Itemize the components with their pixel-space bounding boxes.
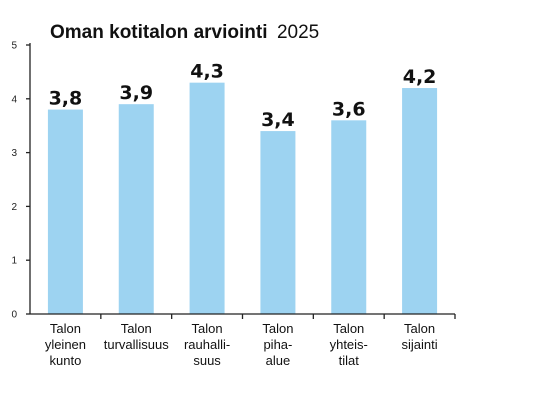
category-label: Talon yhteis-tilat <box>330 321 368 368</box>
category-label-line: Talon <box>50 321 81 336</box>
category-label-line: turvallisuus <box>104 337 170 352</box>
category-label-line: alue <box>266 353 291 368</box>
category-label: Talon rauhalli-suus <box>184 321 230 368</box>
bar <box>47 109 83 314</box>
bar-value-label: 3,9 <box>119 82 153 104</box>
bar <box>189 82 225 314</box>
category-label-line: suus <box>193 353 221 368</box>
bar-value-label: 3,4 <box>261 109 295 131</box>
category-label-line: sijainti <box>402 337 438 352</box>
category-label-line: Talon <box>121 321 152 336</box>
category-label: Talon piha-alue <box>262 321 293 368</box>
category-label-line: Talon <box>262 321 293 336</box>
category-label: Talon sijainti <box>402 321 438 352</box>
bar <box>402 88 438 314</box>
bar-value-label: 3,8 <box>49 88 83 110</box>
bar <box>118 104 154 315</box>
bars <box>47 82 438 315</box>
bar-value-label: 4,3 <box>190 61 224 83</box>
value-labels: 3,8 3,9 4,3 3,4 3,6 4,2 <box>49 61 437 131</box>
y-axis: 0 1 2 3 4 5 <box>11 41 31 321</box>
category-label-line: piha- <box>263 337 292 352</box>
y-tick-label: 3 <box>11 148 17 159</box>
bar <box>260 131 296 314</box>
category-label-line: Talon <box>333 321 364 336</box>
category-label-line: Talon <box>192 321 223 336</box>
y-tick-label: 0 <box>11 310 17 321</box>
chart-title-year: 2025 <box>277 22 319 43</box>
bar-value-label: 4,2 <box>403 66 437 88</box>
category-label-line: tilat <box>339 353 360 368</box>
category-label-line: yhteis- <box>330 337 368 352</box>
category-label-line: kunto <box>50 353 82 368</box>
bar-value-label: 3,6 <box>332 98 366 120</box>
category-label: Talon turvallisuus <box>104 321 170 352</box>
y-tick-label: 2 <box>11 202 17 213</box>
bar <box>331 120 367 314</box>
y-tick-label: 1 <box>11 256 17 267</box>
category-label-line: yleinen <box>45 337 86 352</box>
category-label-line: rauhalli- <box>184 337 230 352</box>
category-label-line: Talon <box>404 321 435 336</box>
y-tick-label: 4 <box>11 94 17 105</box>
y-tick-label: 5 <box>11 41 17 52</box>
chart-title-main: Oman kotitalon arviointi <box>50 22 267 43</box>
chart-title: Oman kotitalon arviointi 2025 <box>50 22 319 43</box>
category-label: Talon yleinen kunto <box>45 321 86 368</box>
